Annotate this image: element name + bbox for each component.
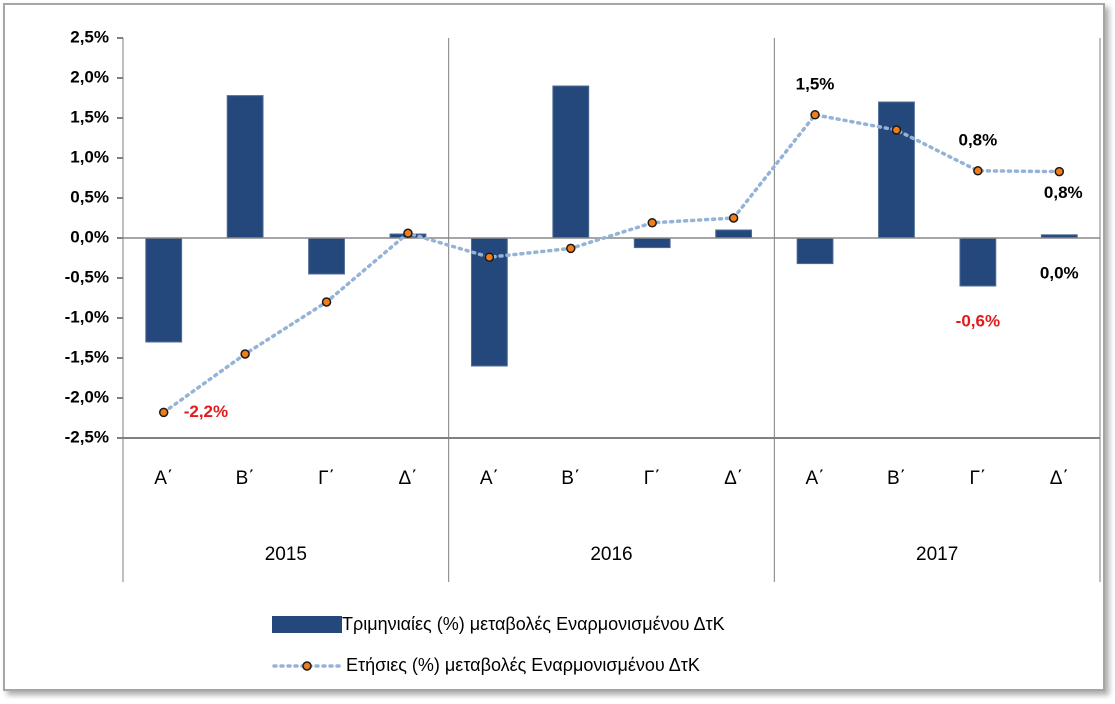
bar <box>145 237 183 343</box>
group-label: 2017 <box>916 544 958 565</box>
x-tick-label: Α΄ <box>154 468 173 489</box>
bar <box>878 101 915 239</box>
x-tick-label: Β΄ <box>236 468 255 489</box>
bar <box>796 237 834 265</box>
legend-swatch <box>272 616 342 633</box>
point <box>403 228 413 238</box>
bar <box>308 237 345 275</box>
x-tick-label: Γ΄ <box>969 468 986 489</box>
x-tick-label: Δ΄ <box>398 468 417 489</box>
group-label: 2015 <box>265 544 307 565</box>
legend-label: Ετήσιες (%) μεταβολές Εναρμονισμένου ΔτΚ <box>346 655 700 675</box>
point <box>973 166 983 176</box>
x-tick-label: Α΄ <box>806 468 825 489</box>
bar <box>715 229 753 239</box>
point <box>158 407 169 418</box>
legend-marker <box>302 661 312 671</box>
point <box>810 110 820 120</box>
data-label: -0,6% <box>956 311 1000 330</box>
point <box>728 213 739 223</box>
x-tick-label: Δ΄ <box>724 468 743 489</box>
bar <box>633 237 671 249</box>
point <box>647 218 657 228</box>
y-tick-label: -1,5% <box>65 347 109 366</box>
point <box>321 297 332 307</box>
point <box>484 252 495 262</box>
y-tick-label: 2,0% <box>70 67 109 86</box>
group-label: 2016 <box>590 544 632 565</box>
point <box>566 243 576 254</box>
bar <box>226 95 264 239</box>
y-tick-label: 2,5% <box>70 27 109 46</box>
line <box>161 112 1062 415</box>
bar <box>552 85 590 239</box>
data-label: 0,0% <box>1040 263 1079 282</box>
data-label: -2,2% <box>184 402 228 421</box>
y-tick-label: -0,5% <box>65 267 109 286</box>
x-tick-label: Δ΄ <box>1050 468 1069 489</box>
y-tick-label: -2,5% <box>65 427 109 446</box>
bar <box>959 237 997 287</box>
y-tick-label: 1,5% <box>70 107 109 126</box>
x-tick-label: Γ΄ <box>318 468 335 489</box>
x-tick-label: Β΄ <box>887 468 906 489</box>
y-tick-label: -2,0% <box>65 387 109 406</box>
x-tick-label: Α΄ <box>480 468 499 489</box>
x-tick-label: Γ΄ <box>644 468 661 489</box>
legend-label: Τριμηνιαίες (%) μεταβολές Εναρμονισμένου… <box>342 614 725 634</box>
data-label: 0,8% <box>959 130 998 149</box>
y-tick-label: 0,0% <box>70 227 109 246</box>
y-tick-label: 0,5% <box>70 187 109 206</box>
point <box>240 349 250 359</box>
y-tick-label: 1,0% <box>70 147 109 166</box>
point <box>1054 166 1065 177</box>
y-tick-label: -1,0% <box>65 307 109 326</box>
data-label: 1,5% <box>796 74 835 93</box>
point <box>891 125 902 135</box>
x-tick-label: Β΄ <box>561 468 580 489</box>
data-label: 0,8% <box>1044 183 1083 202</box>
